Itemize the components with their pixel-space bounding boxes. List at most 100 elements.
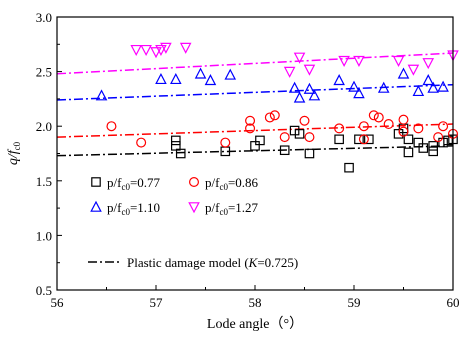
y-axis-title: q/fc0 [6, 141, 22, 165]
model-line-0.77 [56, 145, 454, 157]
data-point-series-1 [438, 137, 448, 148]
data-point-series-1 [255, 135, 265, 146]
data-point-series-2 [433, 132, 444, 143]
data-point-series-3 [412, 84, 425, 97]
data-point-series-1 [393, 129, 404, 139]
data-point-series-1 [428, 146, 438, 157]
data-point-series-2 [106, 121, 117, 132]
data-point-series-2 [358, 134, 369, 145]
data-point-series-4 [179, 42, 192, 54]
data-point-series-4 [130, 44, 142, 57]
model-line-1.27 [56, 52, 454, 75]
y-tick-label: 1.5 [36, 174, 52, 189]
data-point-series-1 [413, 137, 424, 148]
data-point-series-1 [171, 141, 181, 151]
data-point-series-3 [308, 89, 321, 101]
data-point-series-1 [403, 147, 414, 158]
data-point-series-1 [294, 129, 305, 139]
data-point-series-4 [283, 66, 296, 78]
x-tick-label: 59 [348, 295, 361, 310]
y-tick-label: 3.0 [36, 10, 52, 25]
data-point-series-1 [364, 134, 374, 145]
data-point-series-1 [443, 135, 453, 146]
data-point-series-2 [245, 123, 256, 134]
data-point-series-2 [358, 121, 369, 132]
legend: p/fc0=0.77 p/fc0=0.86 p/fc0=1.10 p/fc0=1.27… [88, 175, 298, 270]
y-axis-title-main: q/f [6, 148, 21, 165]
data-point-series-1 [250, 141, 260, 151]
legend-marker-2 [189, 177, 200, 188]
legend-label-2: p/fc0=0.86 [205, 175, 259, 192]
data-point-series-3 [353, 87, 365, 99]
data-point-series-1 [304, 148, 315, 159]
data-point-series-4 [353, 55, 365, 67]
data-point-series-1 [171, 135, 181, 146]
data-point-series-3 [194, 67, 207, 79]
data-point-series-1 [418, 143, 429, 153]
data-point-series-2 [413, 123, 424, 134]
data-points [95, 42, 459, 173]
data-point-series-1 [279, 145, 290, 156]
data-point-series-3 [422, 74, 435, 86]
data-point-series-1 [334, 134, 344, 145]
data-point-series-2 [334, 123, 345, 134]
data-point-series-2 [269, 110, 280, 121]
legend-label-1: p/fc0=0.77 [107, 175, 161, 192]
data-point-series-2 [398, 114, 409, 125]
x-tick-label: 60 [447, 295, 460, 310]
legend-marker-1 [91, 177, 101, 187]
legend-marker-3 [90, 200, 102, 212]
data-point-series-3 [348, 80, 360, 92]
data-point-series-2 [398, 126, 409, 137]
data-point-series-3 [397, 67, 410, 79]
legend-label-3: p/fc0=1.10 [107, 200, 160, 217]
data-point-series-2 [264, 112, 275, 123]
data-point-series-3 [333, 74, 345, 86]
data-point-series-3 [155, 72, 167, 85]
data-point-series-2 [299, 115, 310, 126]
x-tick-label: 58 [249, 295, 262, 310]
data-point-series-3 [377, 81, 390, 93]
model-line-1.10 [56, 83, 454, 101]
data-point-series-4 [140, 44, 152, 57]
data-point-series-2 [438, 121, 449, 132]
axes: 56 57 58 59 60 0.5 1.0 1.5 2.0 2.5 3.0 [36, 10, 460, 310]
data-point-series-3 [224, 68, 237, 80]
data-point-series-3 [288, 81, 301, 93]
y-tick-label: 0.5 [36, 283, 52, 298]
y-tick-label: 2.5 [36, 65, 52, 80]
data-point-series-1 [175, 148, 186, 159]
data-point-series-2 [136, 137, 147, 148]
legend-label-4: p/fc0=1.27 [205, 200, 259, 217]
data-point-series-1 [428, 141, 438, 151]
data-point-series-3 [95, 89, 108, 101]
legend-marker-4 [188, 202, 200, 214]
data-point-series-4 [303, 64, 316, 76]
data-point-series-1 [354, 134, 364, 145]
y-tick-label: 2.0 [36, 119, 52, 134]
data-point-series-4 [392, 55, 405, 67]
data-point-series-3 [170, 72, 182, 85]
data-point-series-3 [427, 81, 439, 93]
data-point-series-2 [383, 119, 394, 130]
model-line-0.86 [56, 123, 454, 138]
data-point-series-2 [368, 110, 379, 121]
data-point-series-2 [279, 132, 290, 143]
data-point-series-4 [155, 44, 167, 57]
data-point-series-2 [304, 132, 315, 143]
data-point-series-4 [407, 64, 420, 76]
data-point-series-4 [293, 52, 306, 64]
y-axis-title-subscript: c0 [12, 141, 22, 150]
legend-model-label: Plastic damage model (K=0.725) [127, 255, 298, 270]
model-lines [56, 52, 454, 157]
data-point-series-2 [245, 115, 256, 126]
data-point-series-2 [373, 112, 384, 123]
data-point-series-1 [344, 162, 354, 173]
data-point-series-3 [437, 80, 449, 92]
data-point-series-4 [422, 58, 435, 70]
data-point-series-1 [403, 134, 414, 145]
data-point-series-4 [160, 42, 172, 54]
data-point-series-3 [204, 74, 217, 86]
